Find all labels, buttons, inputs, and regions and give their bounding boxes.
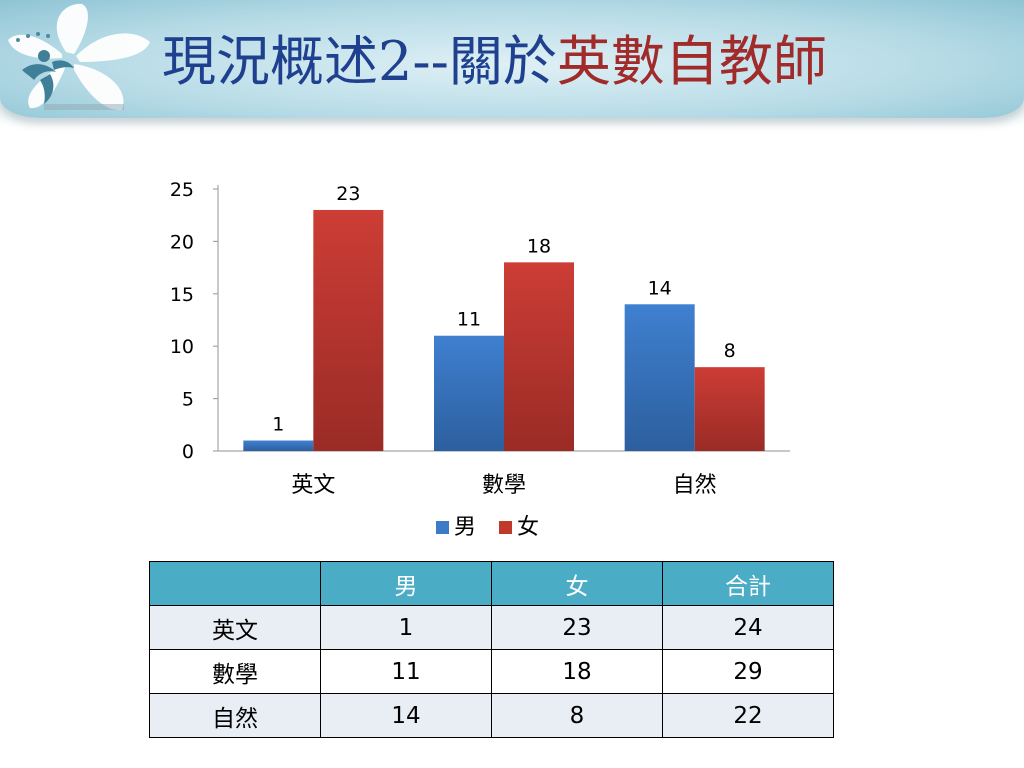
table-row: 數學 11 18 29	[149, 649, 834, 694]
table-cell: 11	[320, 649, 492, 694]
data-table: 男 女 合計 英文 1 23 24 數學 11 18 29 自然 14 8 22	[149, 561, 834, 738]
data-label: 18	[527, 235, 551, 257]
table-cell: 22	[662, 693, 834, 738]
page-title-part2: 英數自教師	[556, 30, 827, 93]
table-cell: 29	[662, 649, 834, 694]
y-tick-label: 10	[170, 336, 194, 358]
legend-label: 女	[517, 515, 539, 540]
page-title: 現況概述2--關於英數自教師	[162, 22, 827, 102]
bar-chart: 0 5 10 15 20 25 1 23 英文 11 18 數學 14 8 自然男 女	[170, 179, 790, 540]
table-cell: 24	[662, 605, 834, 650]
table-cell: 8	[491, 693, 663, 738]
table-cell: 1	[320, 605, 492, 650]
legend-swatch-male	[436, 521, 449, 534]
data-label: 11	[457, 309, 481, 331]
bar-female	[313, 209, 384, 451]
bar-female	[694, 367, 765, 451]
table-cell: 18	[491, 649, 663, 694]
data-label: 23	[336, 183, 360, 205]
logo-caption	[44, 104, 124, 110]
legend-label: 男	[454, 515, 476, 540]
legend-swatch-female	[499, 521, 512, 534]
table-cell: 英文	[149, 605, 321, 650]
y-tick-label: 5	[182, 389, 194, 411]
table-cell: 14	[320, 693, 492, 738]
x-tick-label: 自然	[673, 473, 717, 498]
table-header-cell: 女	[491, 561, 663, 606]
table-header-cell: 合計	[662, 561, 834, 606]
y-tick-label: 15	[170, 284, 194, 306]
title-banner-band	[0, 0, 1024, 118]
x-tick-label: 英文	[291, 473, 335, 498]
data-label: 1	[272, 414, 284, 436]
bar-male	[434, 335, 504, 451]
table-cell: 數學	[149, 649, 321, 694]
flower-logo-icon	[8, 3, 150, 111]
x-tick-label: 數學	[482, 473, 526, 498]
table-header-cell: 男	[320, 561, 492, 606]
table-cell: 自然	[149, 693, 321, 738]
y-tick-label: 20	[170, 231, 194, 253]
table-cell: 23	[491, 605, 663, 650]
table-header-row: 男 女 合計	[149, 561, 834, 606]
table-header-cell	[149, 561, 321, 606]
y-tick-label: 25	[170, 179, 194, 201]
table-row: 自然 14 8 22	[149, 693, 834, 738]
y-tick-label: 0	[182, 441, 194, 463]
data-label: 8	[724, 340, 736, 362]
bar-female	[504, 262, 574, 451]
title-banner: 現況概述2--關於英數自教師	[0, 0, 1024, 128]
data-label: 14	[648, 277, 672, 299]
page-title-part1: 現況概述2--關於	[162, 30, 557, 93]
table-row: 英文 1 23 24	[149, 605, 834, 650]
bar-male	[624, 304, 695, 451]
bar-male	[243, 440, 314, 451]
